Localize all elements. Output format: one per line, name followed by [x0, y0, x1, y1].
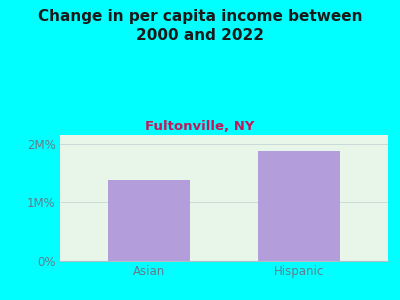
- Text: Change in per capita income between
2000 and 2022: Change in per capita income between 2000…: [38, 9, 362, 43]
- Text: Fultonville, NY: Fultonville, NY: [145, 120, 255, 133]
- Bar: [108, 180, 190, 261]
- Bar: [258, 152, 340, 261]
